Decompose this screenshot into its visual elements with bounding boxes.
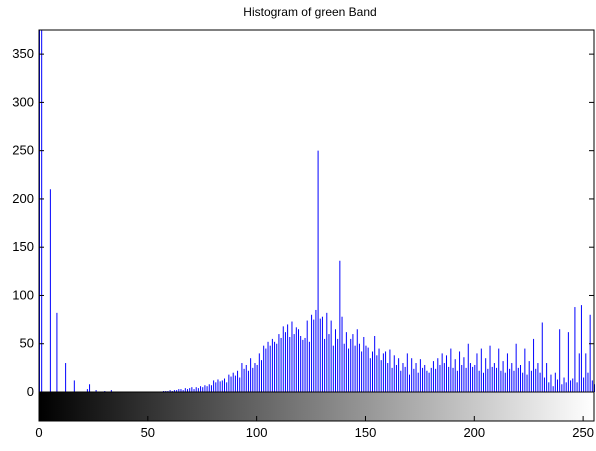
bars-layer [39, 30, 595, 392]
x-tick-label: 0 [35, 425, 42, 440]
x-tick-label: 100 [246, 425, 268, 440]
plot-frame [38, 29, 595, 393]
y-tick-label: 250 [12, 143, 34, 158]
y-tick-label: 100 [12, 287, 34, 302]
x-tick-label: 150 [355, 425, 377, 440]
y-tick-label: 50 [20, 336, 34, 351]
x-axis: 0 50 100 150 200 250 [35, 416, 594, 440]
x-tick-label: 50 [141, 425, 155, 440]
y-axis: 0 50 100 150 200 250 300 350 [12, 46, 594, 399]
y-tick-label: 0 [27, 384, 34, 399]
y-tick-label: 200 [12, 191, 34, 206]
colorbar [38, 391, 595, 422]
x-tick-label: 200 [463, 425, 485, 440]
y-tick-label: 350 [12, 46, 34, 61]
x-tick-label: 250 [572, 425, 594, 440]
y-tick-label: 150 [12, 239, 34, 254]
chart-title: Histogram of green Band [243, 5, 377, 19]
y-tick-label: 300 [12, 94, 34, 109]
